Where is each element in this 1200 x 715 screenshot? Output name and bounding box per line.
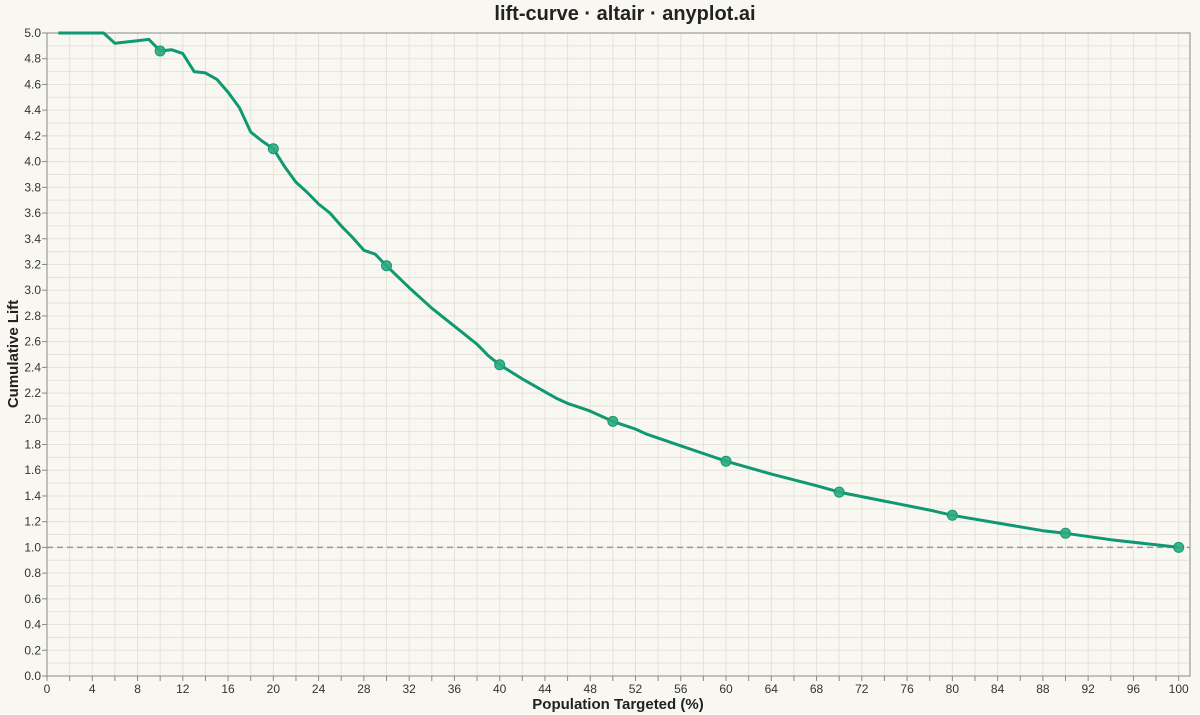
y-tick-label: 0.2	[24, 643, 41, 657]
plot-frame	[46, 32, 1191, 677]
x-tick-label: 80	[946, 682, 960, 696]
y-axis-title: Cumulative Lift	[5, 300, 22, 408]
x-tick-label: 64	[765, 682, 779, 696]
y-tick-label: 4.4	[24, 103, 41, 117]
y-tick-label: 4.2	[24, 129, 41, 143]
x-tick-label: 36	[448, 682, 462, 696]
y-tick-label: 4.6	[24, 77, 41, 91]
lift-marker-point	[607, 415, 619, 427]
x-axis-title: Population Targeted (%)	[532, 696, 703, 713]
x-tick-label: 8	[134, 682, 141, 696]
x-tick-label: 24	[312, 682, 326, 696]
y-tick-label: 4.0	[24, 155, 41, 169]
y-tick-label: 2.6	[24, 335, 41, 349]
lift-marker-point	[381, 260, 393, 272]
lift-curve-line	[58, 31, 1179, 549]
y-tick-label: 5.0	[24, 26, 41, 40]
y-tick-label: 3.0	[24, 283, 41, 297]
x-tick-label: 28	[357, 682, 371, 696]
x-tick-label: 92	[1081, 682, 1095, 696]
lift-marker-point	[267, 143, 279, 155]
x-tick-label: 44	[538, 682, 552, 696]
y-tick-label: 3.2	[24, 257, 41, 271]
x-axis-ticks: 0 4 8 12 16 20 24 28 32 36 40 44 48 52 56 60 64 68 72 76 80 8…	[44, 676, 1189, 696]
lift-marker-point	[154, 45, 166, 57]
y-tick-label: 3.4	[24, 232, 41, 246]
y-tick-label: 2.0	[24, 412, 41, 426]
y-tick-label: 0.6	[24, 592, 41, 606]
y-tick-label: 2.8	[24, 309, 41, 323]
lift-marker-point	[1060, 527, 1072, 539]
grid	[46, 32, 1190, 677]
y-tick-label: 1.2	[24, 515, 41, 529]
y-axis-ticks: 0.0 0.2 0.4 0.6 0.8 1.0 1.2 1.4 1.6 1.8 2.0 2.2 2.4 2…	[24, 26, 47, 683]
x-tick-label: 40	[493, 682, 507, 696]
x-tick-label: 32	[402, 682, 416, 696]
x-tick-label: 0	[44, 682, 51, 696]
y-tick-label: 0.4	[24, 618, 41, 632]
y-tick-label: 1.8	[24, 438, 41, 452]
x-tick-label: 100	[1169, 682, 1189, 696]
lift-marker-point	[946, 509, 958, 521]
plot-area: 0 4 8 12 16 20 24 28 32 36 40 44 48 52 56 60 64 68 72 76 80 8…	[24, 26, 1191, 696]
x-tick-label: 72	[855, 682, 869, 696]
y-tick-label: 0.8	[24, 566, 41, 580]
x-tick-label: 12	[176, 682, 190, 696]
y-tick-label: 2.4	[24, 360, 41, 374]
y-tick-label: 1.6	[24, 463, 41, 477]
x-tick-label: 20	[267, 682, 281, 696]
x-tick-label: 88	[1036, 682, 1050, 696]
lift-marker-point	[494, 359, 506, 371]
y-tick-label: 1.4	[24, 489, 41, 503]
y-tick-label: 1.0	[24, 540, 41, 554]
x-tick-label: 96	[1127, 682, 1141, 696]
lift-marker-point	[1173, 541, 1185, 553]
chart-title: lift-curve · altair · anyplot.ai	[494, 3, 755, 25]
x-tick-label: 4	[89, 682, 96, 696]
x-tick-label: 48	[584, 682, 598, 696]
lift-marker-point	[833, 486, 845, 498]
x-tick-label: 76	[900, 682, 914, 696]
y-tick-label: 3.6	[24, 206, 41, 220]
y-tick-label: 4.8	[24, 52, 41, 66]
y-tick-label: 0.0	[24, 669, 41, 683]
x-tick-label: 16	[221, 682, 235, 696]
y-tick-label: 3.8	[24, 180, 41, 194]
x-tick-label: 56	[674, 682, 688, 696]
lift-markers	[154, 45, 1185, 553]
x-tick-label: 60	[719, 682, 733, 696]
x-tick-label: 84	[991, 682, 1005, 696]
x-tick-label: 68	[810, 682, 824, 696]
y-tick-label: 2.2	[24, 386, 41, 400]
lift-marker-point	[720, 455, 732, 467]
x-tick-label: 52	[629, 682, 643, 696]
